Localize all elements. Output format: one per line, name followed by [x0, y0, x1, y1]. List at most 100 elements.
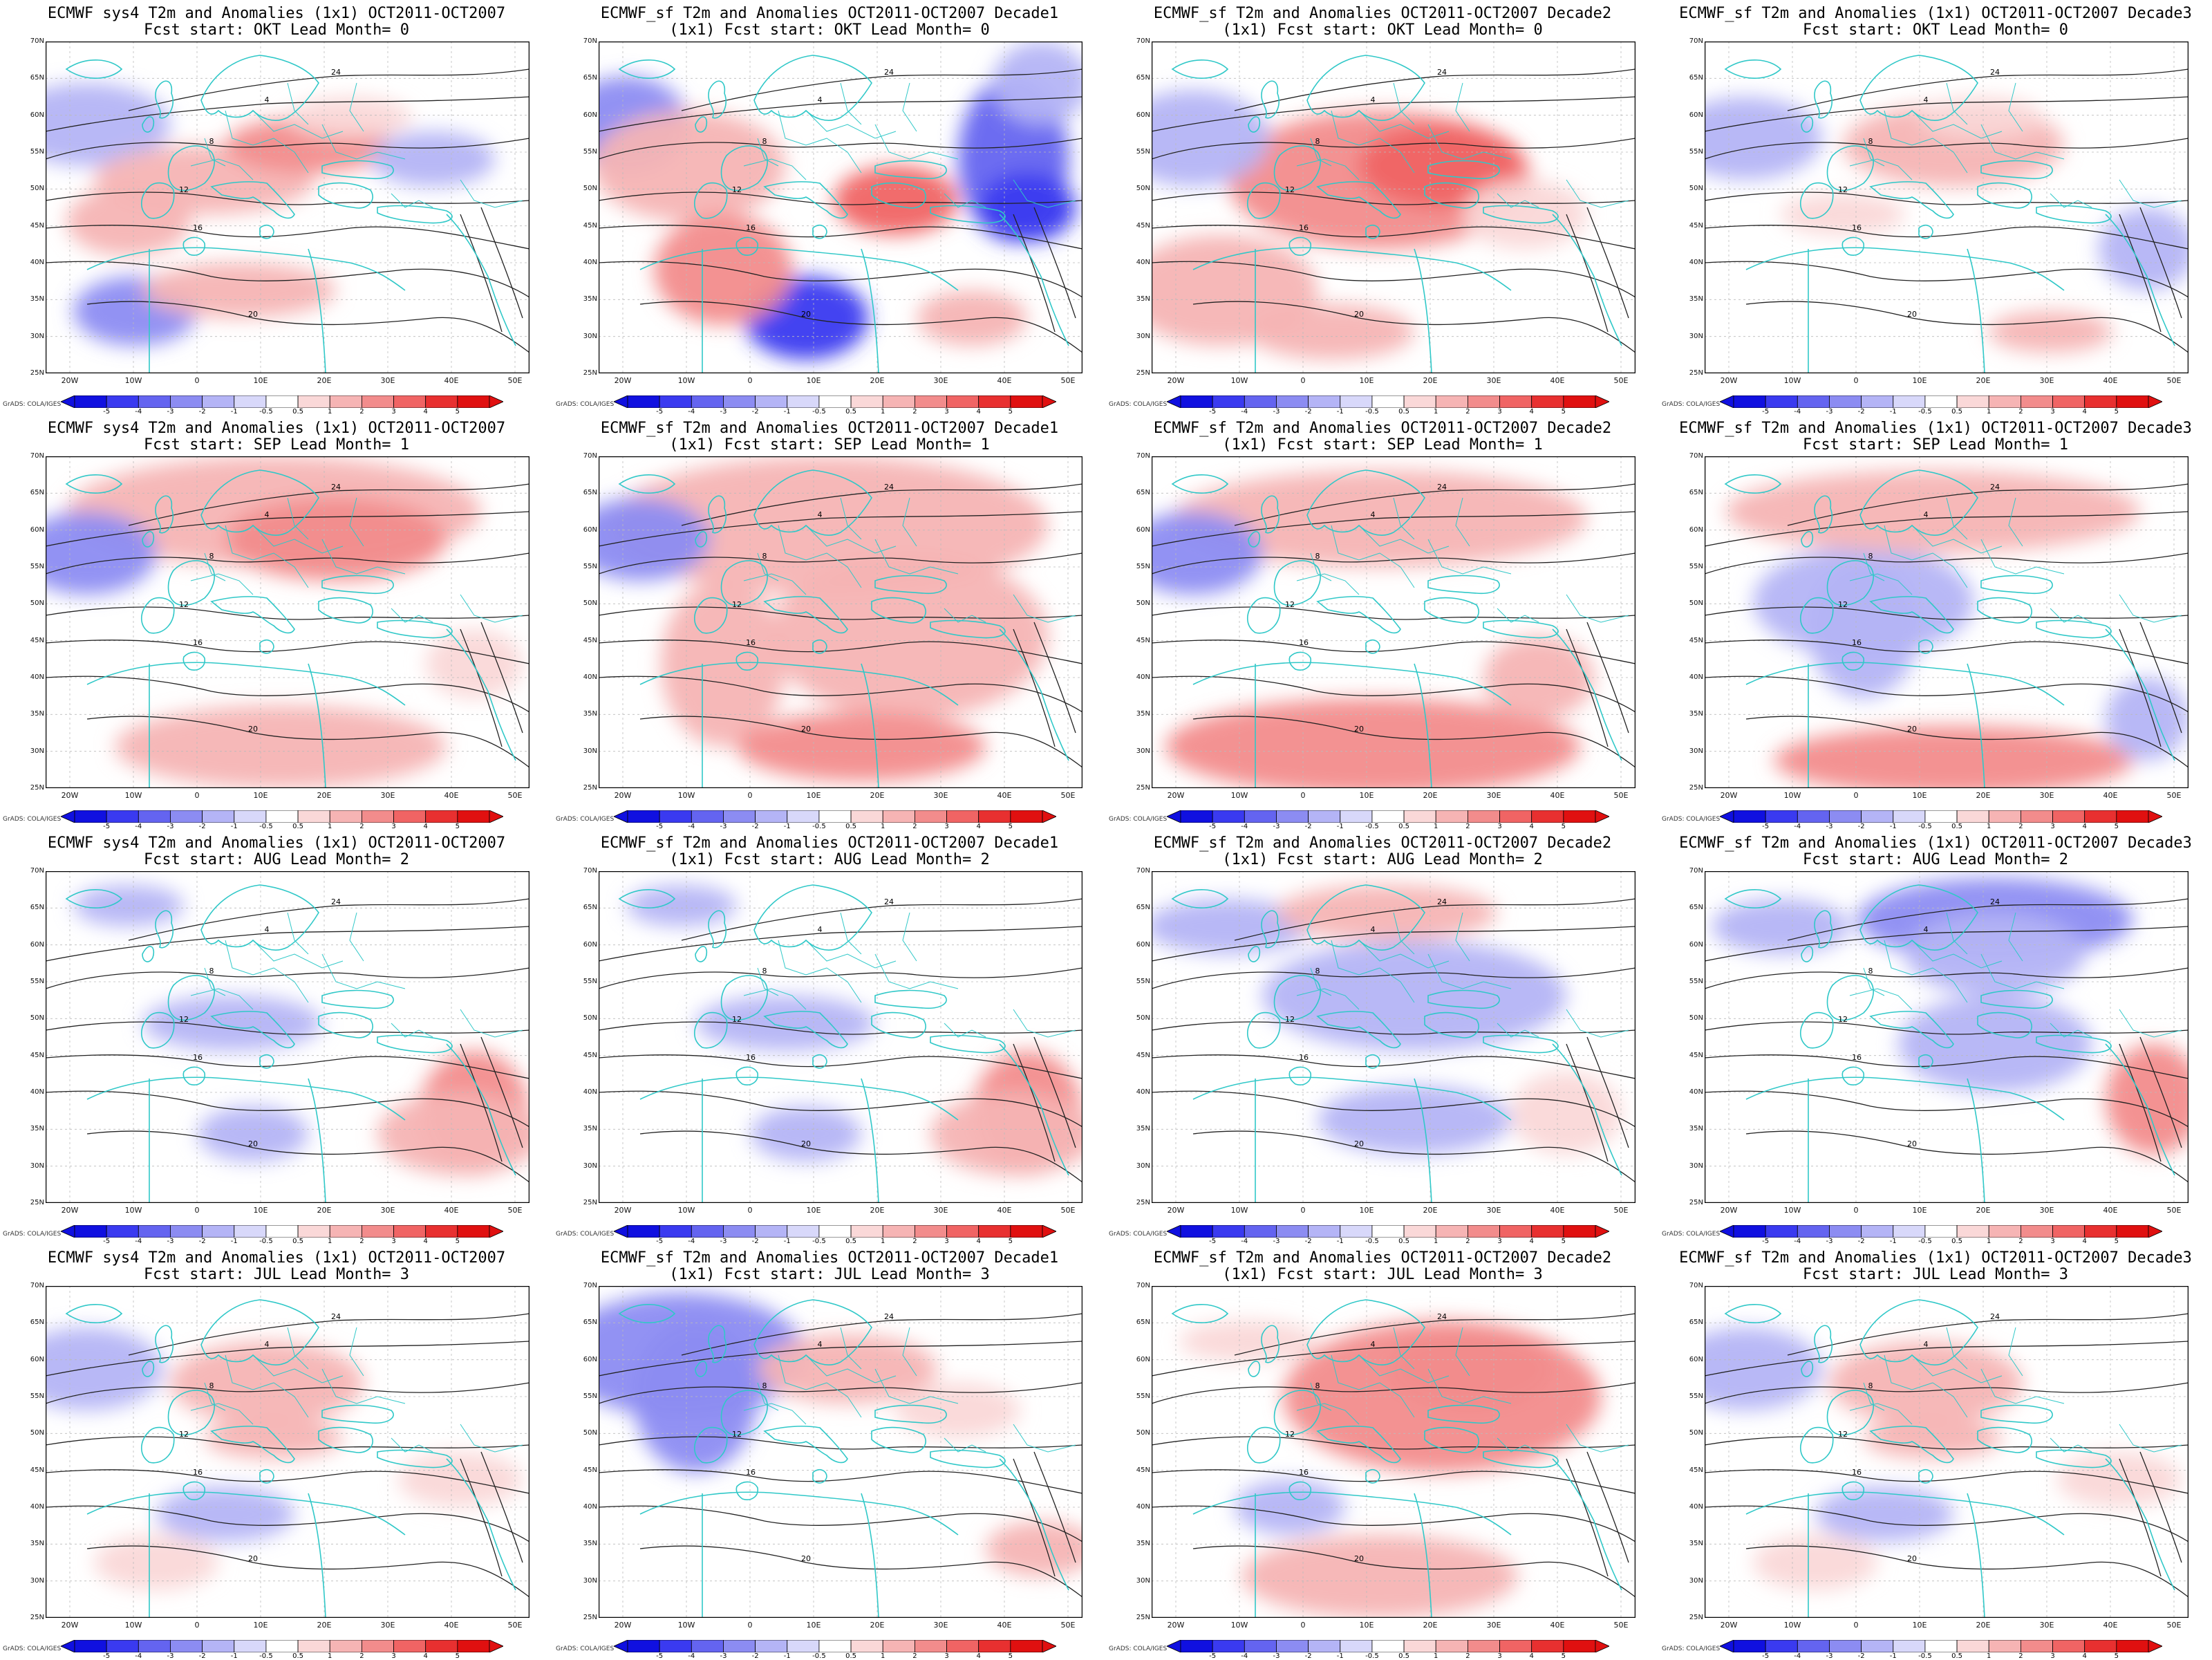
anomaly-shade [1829, 1341, 2023, 1424]
colorbar-swatch [2084, 1639, 2117, 1653]
country-border [1566, 1009, 1629, 1038]
colorbar-swatch [202, 395, 235, 409]
colorbar-tick-label: -0.5 [812, 1238, 826, 1245]
contour-label: 8 [1315, 137, 1320, 146]
temperature-contour [599, 675, 1082, 713]
lon-tick-label: 10E [806, 791, 821, 800]
colorbar-tick-label: 5 [1008, 1238, 1013, 1245]
coastline [1424, 1426, 1479, 1453]
panel-subtitle: (1x1) Fcst start: OKT Lead Month= 0 [1222, 21, 1543, 39]
colorbar-swatch [850, 395, 883, 409]
anomaly-shade [1165, 698, 1580, 788]
coastline [763, 596, 848, 634]
lon-tick-label: 10E [806, 1206, 821, 1215]
colorbar-swatch [297, 1224, 330, 1238]
country-border [252, 110, 344, 139]
coastline [1799, 597, 1834, 634]
country-border [757, 552, 779, 581]
temperature-contour [46, 1469, 529, 1494]
contour-label: 8 [1868, 137, 1873, 146]
lat-tick-label: 45N [1136, 1466, 1150, 1474]
coastline [1288, 1066, 1311, 1085]
country-border [874, 124, 959, 160]
coastline [65, 889, 123, 908]
colorbar-swatch [170, 1639, 203, 1653]
lon-tick-label: 30E [1486, 791, 1501, 800]
coastline [1869, 1426, 1954, 1464]
colorbar-tick-label: 0.5 [1398, 1652, 1410, 1660]
coastline [318, 1011, 373, 1038]
country-border [1980, 539, 2065, 575]
lat-tick-label: 30N [1689, 1576, 1703, 1585]
colorbar-swatch [1308, 810, 1341, 823]
contour-label: 24 [884, 68, 894, 77]
temperature-contour [599, 511, 1082, 547]
coastline [259, 1054, 274, 1069]
lat-tick-label: 35N [583, 1540, 597, 1548]
coastline [321, 575, 394, 595]
temperature-contour [599, 225, 1082, 250]
lon-tick-label: 20W [614, 1206, 632, 1215]
coastline [618, 889, 676, 908]
colorbar-swatch [882, 395, 915, 409]
coastline [1814, 910, 1833, 949]
lon-tick-label: 30E [2039, 376, 2054, 385]
temperature-contour [599, 1054, 1082, 1079]
lon-tick-label: 10W [1783, 791, 1801, 800]
colorbar-swatch [627, 810, 660, 823]
colorbar-tick-label: -1 [1336, 823, 1344, 830]
temperature-contour [599, 552, 1082, 575]
lat-tick-label: 40N [1689, 259, 1703, 266]
colorbar-swatch [1829, 1639, 1862, 1653]
anomaly-shade [979, 173, 1076, 242]
lat-tick-label: 45N [583, 1466, 597, 1474]
colorbar-tick-label: -2 [1304, 408, 1312, 416]
lon-tick-label: 20E [870, 791, 885, 800]
panel-title: ECMWF_sf T2m and Anomalies OCT2011-OCT20… [600, 5, 1059, 22]
lon-tick-label: 50E [2166, 1621, 2182, 1630]
colorbar-swatch [1861, 810, 1894, 823]
colorbar-swatch [425, 1639, 458, 1653]
lon-tick-label: 20E [317, 376, 332, 385]
temperature-contour [460, 1043, 503, 1162]
country-border [805, 110, 897, 139]
colorbar-swatch [329, 1639, 362, 1653]
colorbar [1719, 1639, 2163, 1653]
country-border [1013, 1424, 1076, 1453]
coastline [763, 1011, 848, 1049]
colorbar-swatch [1244, 1224, 1277, 1238]
coastline [1427, 1404, 1500, 1424]
colorbar-tick-label: 4 [2082, 823, 2087, 830]
lat-tick-label: 45N [583, 221, 597, 230]
map-canvas: 4 8 12 16 20 24 [46, 41, 529, 373]
colorbar-tick-label: 2 [912, 1652, 917, 1660]
coastline [167, 145, 215, 192]
country-border [1911, 110, 2003, 139]
colorbar-tick-label: 1 [1434, 1652, 1438, 1660]
lon-tick-label: 50E [1060, 1621, 1076, 1630]
temperature-contour [1705, 1382, 2188, 1404]
lon-tick-label: 50E [1060, 791, 1076, 800]
temperature-contour [46, 1382, 529, 1404]
coastline [1724, 889, 1782, 908]
lat-tick-label: 35N [1689, 295, 1703, 304]
colorbar-tick-label: 1 [1434, 823, 1438, 830]
panel-subtitle: (1x1) Fcst start: AUG Lead Month= 2 [1222, 851, 1543, 868]
country-border [944, 193, 986, 208]
colorbar-swatch [1276, 810, 1309, 823]
colorbar-tick-label: -1 [783, 1238, 791, 1245]
contour-label: 12 [1285, 600, 1295, 609]
colorbar-swatch [297, 810, 330, 823]
colorbar-tick-label: -4 [1241, 1652, 1248, 1660]
lon-tick-label: 40E [997, 376, 1012, 385]
temperature-contour [1152, 552, 1635, 575]
panel-subtitle: Fcst start: AUG Lead Month= 2 [143, 851, 410, 868]
colorbar-tick-label: 5 [1008, 408, 1013, 416]
colorbar-swatch [627, 1224, 660, 1238]
coastline [1365, 1054, 1380, 1069]
colorbar-swatch [723, 395, 756, 409]
temperature-contour [46, 225, 529, 250]
colorbar-tick-label: -0.5 [1918, 1238, 1932, 1245]
colorbar-tick-label: -5 [1209, 408, 1217, 416]
map-panel: ECMWF_sf T2m and Anomalies OCT2011-OCT20… [1106, 830, 1659, 1245]
